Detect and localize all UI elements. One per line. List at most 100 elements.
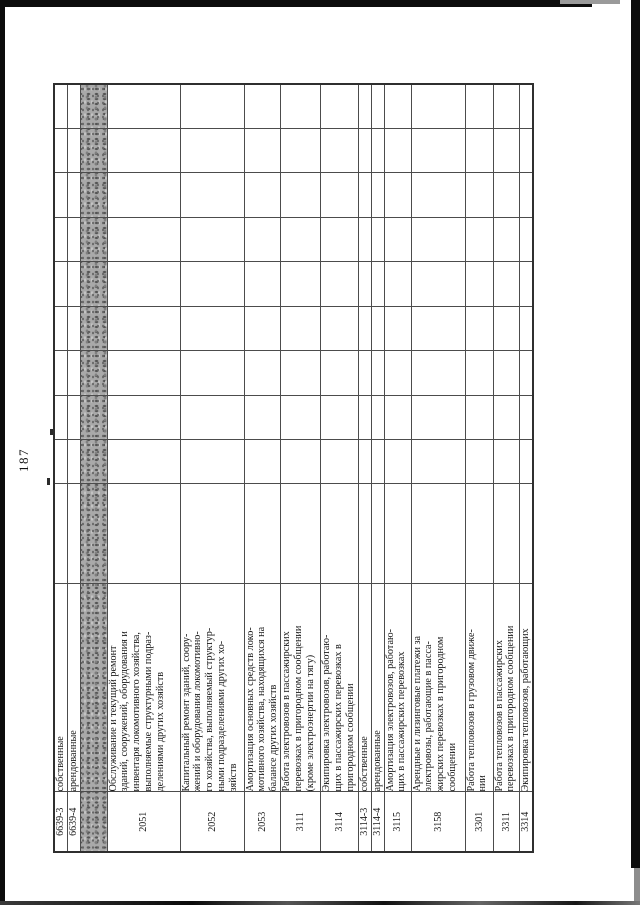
- empty-cell: [80, 484, 108, 584]
- empty-cell: [465, 261, 494, 307]
- empty-cell: [244, 261, 281, 307]
- empty-cell: [54, 306, 68, 351]
- empty-cell: [384, 306, 412, 351]
- empty-cell: [107, 217, 181, 262]
- empty-cell: [107, 484, 181, 584]
- row-code: 3115: [384, 792, 412, 852]
- row-description: собственные: [358, 584, 372, 792]
- empty-cell: [493, 306, 520, 351]
- row-description: Работа тепловозов в пассажирских перевоз…: [493, 584, 520, 792]
- row-code: 6639-3: [54, 792, 68, 852]
- empty-cell: [280, 484, 321, 584]
- empty-cell: [384, 172, 412, 218]
- empty-cell: [465, 350, 494, 396]
- empty-cell: [493, 439, 520, 484]
- empty-cell: [371, 128, 385, 173]
- table-row: 6639-4 арендованные: [67, 84, 81, 852]
- row-description: Амортизация основных средств локо- мотив…: [244, 584, 281, 792]
- row-code: 3114-4: [371, 792, 385, 852]
- empty-cell: [465, 84, 494, 129]
- empty-cell: [320, 484, 359, 584]
- empty-cell: [411, 395, 466, 440]
- empty-cell: [67, 128, 81, 173]
- scan-border-right-tail: [634, 868, 640, 902]
- empty-cell: [465, 395, 494, 440]
- scan-border-bottom: [0, 901, 640, 905]
- table-row: 3114-4 арендованные: [371, 84, 385, 852]
- empty-cell: [493, 84, 520, 129]
- table-row: 2051 Обслуживание и текущий ремонт здани…: [107, 84, 181, 852]
- empty-cell: [244, 172, 281, 218]
- scan-border-top-tail: [560, 0, 620, 4]
- empty-cell: [371, 350, 385, 396]
- scan-border-top: [0, 0, 592, 7]
- table-row: 6639-3 собственные: [54, 84, 68, 852]
- empty-cell: [384, 350, 412, 396]
- row-description: Арендные и лизинговые платежи за электро…: [411, 584, 466, 792]
- empty-cell: [280, 306, 321, 351]
- empty-cell: [519, 128, 534, 173]
- row-code: 6639-4: [67, 792, 81, 852]
- empty-cell: [180, 128, 245, 173]
- empty-cell: [371, 484, 385, 584]
- row-description: Экипировка электровозов, работаю- щих в …: [320, 584, 359, 792]
- row-description: Работа электровозов в пассажирских перев…: [280, 584, 321, 792]
- empty-cell: [320, 395, 359, 440]
- empty-cell: [465, 439, 494, 484]
- empty-cell: [67, 350, 81, 396]
- empty-cell: [280, 439, 321, 484]
- empty-cell: [54, 217, 68, 262]
- row-code: 3314: [519, 792, 534, 852]
- empty-cell: [80, 306, 108, 351]
- empty-cell: [465, 172, 494, 218]
- empty-cell: [320, 172, 359, 218]
- page-number: 187: [16, 448, 31, 472]
- empty-cell: [280, 217, 321, 262]
- empty-cell: [67, 261, 81, 307]
- empty-cell: [371, 395, 385, 440]
- stray-mark: [47, 478, 50, 485]
- empty-cell: [384, 484, 412, 584]
- empty-cell: [180, 217, 245, 262]
- table-row: 3114 Экипировка электровозов, работаю- щ…: [320, 84, 359, 852]
- table-row: 3311 Работа тепловозов в пассажирских пе…: [493, 84, 520, 852]
- row-description: арендованные: [371, 584, 385, 792]
- empty-cell: [371, 439, 385, 484]
- row-code: 3114-3: [358, 792, 372, 852]
- empty-cell: [80, 395, 108, 440]
- empty-cell: [320, 439, 359, 484]
- table-row: 3115 Амортизация электровозов, работаю- …: [384, 84, 412, 852]
- empty-cell: [411, 350, 466, 396]
- table-row: 2053 Амортизация основных средств локо- …: [244, 84, 281, 852]
- row-description: собственные: [54, 584, 68, 792]
- table-row: 3114-3 собственные: [358, 84, 372, 852]
- empty-cell: [358, 261, 372, 307]
- empty-cell: [67, 484, 81, 584]
- empty-cell: [107, 172, 181, 218]
- empty-cell: [180, 261, 245, 307]
- empty-cell: [280, 172, 321, 218]
- empty-cell: [280, 350, 321, 396]
- empty-cell: [280, 128, 321, 173]
- empty-cell: [411, 306, 466, 351]
- empty-cell: [67, 217, 81, 262]
- empty-cell: [320, 217, 359, 262]
- row-code: 3111: [280, 792, 321, 852]
- empty-cell: [54, 350, 68, 396]
- empty-cell: [371, 172, 385, 218]
- row-code: [80, 792, 108, 852]
- row-description: Экипировка тепловозов, работающих: [519, 584, 534, 792]
- empty-cell: [180, 172, 245, 218]
- row-code: 3114: [320, 792, 359, 852]
- empty-cell: [358, 439, 372, 484]
- empty-cell: [465, 306, 494, 351]
- empty-cell: [411, 484, 466, 584]
- empty-cell: [411, 172, 466, 218]
- scan-border-left: [0, 0, 5, 905]
- empty-cell: [244, 484, 281, 584]
- empty-cell: [358, 128, 372, 173]
- empty-cell: [320, 350, 359, 396]
- empty-cell: [54, 395, 68, 440]
